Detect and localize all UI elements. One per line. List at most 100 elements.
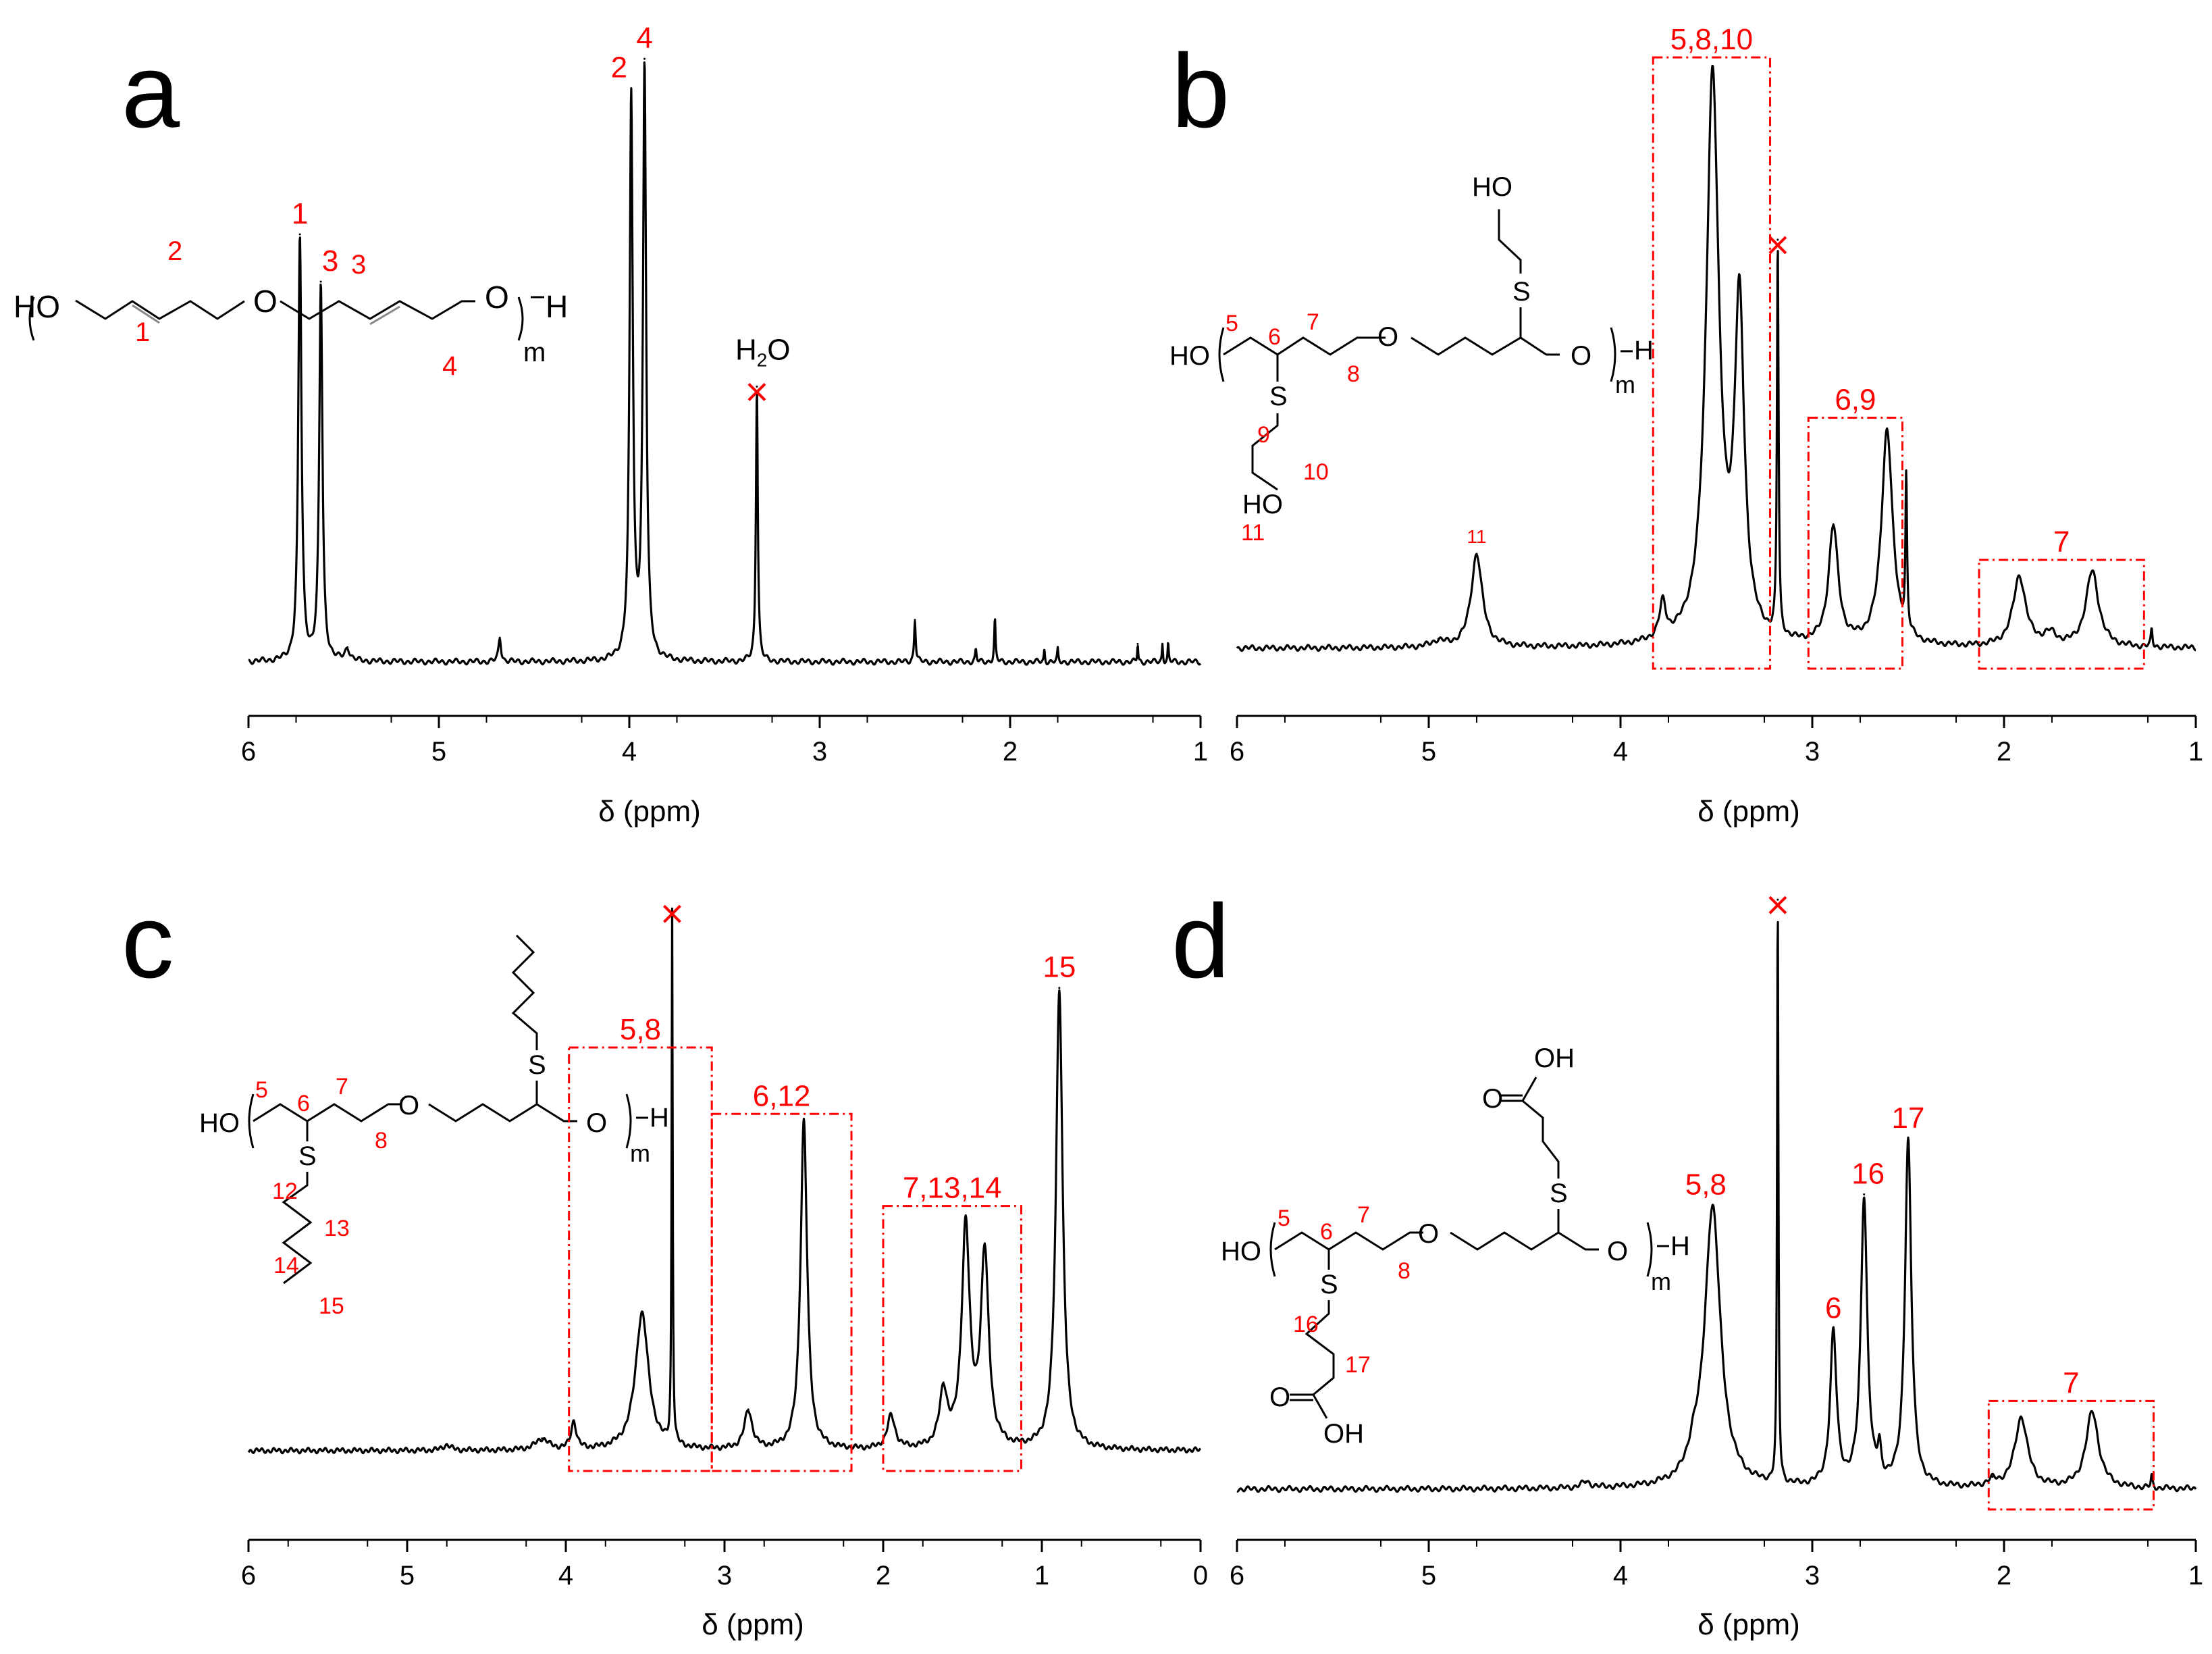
peak-b-11 — [2091, 569, 2094, 572]
peak-label-d-0: 5,8 — [1685, 1168, 1727, 1201]
spectrum-line-b — [1236, 64, 2196, 652]
x-tick-label-b-1: 1 — [2188, 737, 2203, 767]
peak-b-10 — [2049, 628, 2051, 631]
peak-c-5 — [747, 1408, 749, 1411]
peak-a-2 — [346, 646, 349, 648]
peak-b-1 — [1475, 552, 1478, 555]
peak-b-3 — [1711, 65, 1714, 68]
x-tick-label-d-3: 3 — [1805, 1561, 1820, 1591]
structure-d-locant-8: 8 — [1398, 1258, 1411, 1284]
structure-a-repeat: m — [523, 338, 546, 367]
assignment-box-label-b-1: 6,9 — [1835, 383, 1876, 416]
structure-d-locant-5: 5 — [1278, 1206, 1290, 1231]
peak-b-5 — [1776, 238, 1779, 241]
structure-c-locant-13: 13 — [324, 1216, 350, 1241]
water-label: H2O — [735, 333, 791, 370]
x-tick-label-c-0: 0 — [1193, 1561, 1208, 1591]
peak-label-a-3: 4 — [636, 22, 652, 55]
peak-c-1 — [541, 1437, 544, 1440]
x-tick-label-c-2: 2 — [876, 1561, 891, 1591]
peak-d-7 — [1907, 1137, 1910, 1140]
peak-c-8 — [942, 1381, 945, 1384]
solvent-cross-c — [663, 904, 681, 923]
peak-d-1 — [1692, 1414, 1695, 1416]
structure-b-s1: S — [1269, 382, 1288, 411]
structure-c-s1: S — [298, 1141, 317, 1171]
peak-d-11 — [2151, 1474, 2153, 1477]
structure-c-repeat: m — [630, 1139, 650, 1167]
peak-a-9 — [993, 619, 996, 621]
solvent-cross-a — [747, 383, 766, 401]
structure-b-ho: HO — [1169, 341, 1210, 371]
structure-b-locant-6: 6 — [1268, 324, 1281, 350]
structure-d-oh2: OH — [1323, 1419, 1364, 1449]
structure-d-ho: HO — [1221, 1237, 1261, 1266]
peak-a-13 — [1161, 642, 1164, 645]
x-tick-label-b-2: 2 — [1997, 737, 2011, 767]
peak-label-c-0: 15 — [1043, 951, 1076, 984]
structure-b-locant-7: 7 — [1307, 309, 1319, 335]
structure-b-ether-o: O — [1377, 322, 1398, 352]
structure-b-locant-9: 9 — [1257, 422, 1270, 448]
structure-a — [28, 296, 544, 341]
structure-d-locant-17: 17 — [1345, 1352, 1371, 1378]
peak-b-2 — [1661, 596, 1664, 599]
structure-a-h-end: H — [546, 289, 568, 324]
structure-c — [248, 934, 648, 1285]
structure-b-locant-5: 5 — [1226, 311, 1238, 336]
structure-d-carbonyl-o1: O — [1482, 1084, 1503, 1114]
panel-letter-d: d — [1171, 883, 1230, 1000]
assignment-box-label-d-0: 7 — [2063, 1366, 2079, 1399]
assignment-box-label-c-0: 5,8 — [620, 1013, 661, 1046]
solvent-cross-stroke-2 — [663, 904, 681, 923]
peak-d-8 — [1991, 1476, 1994, 1478]
x-tick-label-c-3: 3 — [717, 1561, 732, 1591]
peak-c-4 — [670, 907, 673, 910]
structure-b-locant-11: 11 — [1241, 520, 1265, 546]
structure-c-locant-6: 6 — [297, 1091, 310, 1116]
peak-c-6 — [803, 1118, 805, 1121]
assignment-box-d-0 — [1987, 1399, 2155, 1511]
x-tick-label-a-6: 6 — [241, 737, 256, 767]
peak-a-4 — [630, 86, 633, 89]
peak-b-0 — [1437, 638, 1440, 640]
panel-c: 6 5 4 3 2 1 0 15 5,8 6,12 7,13,14 — [241, 904, 1208, 1591]
peak-d-6 — [1878, 1433, 1880, 1436]
peak-label-d-2: 16 — [1851, 1158, 1885, 1191]
x-tick-label-b-6: 6 — [1230, 737, 1244, 767]
peak-d-9 — [2020, 1416, 2023, 1418]
structure-c-locant-7: 7 — [336, 1074, 348, 1100]
structure-b-repeat: m — [1615, 371, 1635, 398]
peak-d-3 — [1776, 898, 1779, 901]
x-tick-label-b-3: 3 — [1805, 737, 1820, 767]
structure-b-top-ho: HO — [1472, 172, 1512, 202]
structure-d-oh1: OH — [1534, 1043, 1575, 1073]
structure-c-end-o: O — [586, 1108, 607, 1138]
peak-d-2 — [1711, 1204, 1714, 1206]
peak-a-14 — [1167, 642, 1169, 645]
peak-a-5 — [643, 57, 646, 60]
peak-a-6 — [756, 385, 758, 388]
peak-label-a-1: 3 — [322, 244, 338, 278]
peak-a-3 — [498, 636, 501, 639]
structure-a-locant-2: 2 — [167, 236, 182, 266]
peak-label-d-1: 6 — [1825, 1292, 1841, 1325]
structure-b-locant-10: 10 — [1303, 459, 1329, 485]
structure-b-h-end: H — [1634, 336, 1654, 365]
structure-c-locant-14: 14 — [273, 1253, 299, 1278]
assignment-box-c-1 — [710, 1112, 853, 1472]
structure-a-ether-o1: O — [253, 284, 278, 319]
peak-a-12 — [1136, 642, 1139, 645]
peak-a-0 — [298, 233, 301, 236]
peak-b-6 — [1832, 523, 1835, 525]
peak-c-2 — [573, 1419, 575, 1422]
structure-d — [1269, 1077, 1669, 1419]
structure-d-locant-7: 7 — [1357, 1202, 1370, 1228]
structure-c-locant-12: 12 — [272, 1179, 298, 1204]
x-tick-label-c-4: 4 — [558, 1561, 573, 1591]
x-axis-title-c: δ (ppm) — [702, 1608, 804, 1641]
peak-label-d-3: 17 — [1892, 1102, 1925, 1135]
assignment-box-label-c-1: 6,12 — [753, 1079, 811, 1112]
